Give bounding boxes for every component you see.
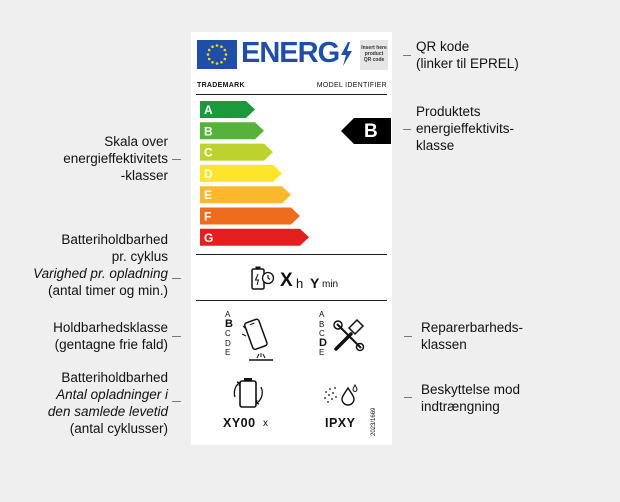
annotation-drop-durability: Holdbarhedsklasse (gentagne frie fald)	[53, 320, 168, 352]
leader-line-qr	[403, 55, 411, 56]
endurance-divider	[196, 300, 387, 301]
trademark-text: TRADEMARK	[197, 82, 245, 89]
class-bar-g	[200, 228, 309, 246]
lightning-icon	[339, 42, 353, 71]
endurance-hours-value: X	[280, 270, 293, 291]
battery-cycles-suffix: x	[263, 418, 268, 429]
class-bar-label-d: D	[204, 167, 213, 181]
header-divider	[196, 94, 387, 95]
battery-cycles-value: XY00	[223, 416, 256, 430]
class-bar-label-c: C	[204, 146, 213, 160]
class-bar-label-a: A	[204, 103, 213, 117]
endurance-minutes-value: Y	[310, 275, 320, 291]
annotation-product-class: Produktets energieffektivits- klasse	[416, 104, 515, 153]
class-bar-label-b: B	[204, 124, 213, 138]
leader-line-product-class	[403, 129, 411, 130]
dust-water-icon	[321, 382, 361, 415]
drop-class-scale: A B C D E	[225, 310, 233, 357]
falling-phone-icon	[239, 314, 275, 369]
ingress-protection-value: IPXY	[325, 416, 356, 430]
annotation-battery-cycles: Batteriholdbarhed Antal opladninger i de…	[47, 370, 168, 436]
leader-line-battery-cycles	[172, 401, 181, 402]
current-class-arrow	[341, 118, 391, 149]
endurance-hours-unit: h	[296, 276, 304, 291]
eu-flag-icon	[197, 40, 237, 69]
repair-class-scale: A B C D E	[319, 310, 327, 357]
class-bar-label-e: E	[204, 188, 212, 202]
battery-clock-icon	[247, 264, 275, 297]
leader-line-battery-endurance	[172, 278, 181, 279]
annotation-repairability: Reparerbarheds- klassen	[421, 320, 524, 352]
leader-line-repairability	[404, 336, 412, 337]
annotation-qr: QR kode (linker til EPREL)	[416, 39, 519, 71]
endurance-minutes-unit: min	[322, 279, 339, 290]
class-bar-b	[200, 122, 264, 140]
class-bar-a	[200, 101, 255, 118]
regulation-number: 2023/1669	[371, 407, 377, 436]
class-bar-f	[200, 207, 300, 225]
scale-divider	[196, 254, 387, 255]
leader-line-drop-durability	[172, 336, 181, 337]
class-bar-label-g: G	[204, 231, 213, 245]
class-bar-label-f: F	[204, 210, 211, 224]
leader-line-scale	[172, 159, 181, 160]
class-bar-c	[200, 143, 273, 161]
leader-line-ingress	[404, 397, 412, 398]
class-bar-d	[200, 164, 282, 182]
class-bar-e	[200, 186, 291, 204]
energy-wordmark: ENERG	[241, 37, 340, 69]
qr-code-placeholder: Insert here product QR code	[360, 40, 388, 70]
annotation-ingress: Beskyttelse mod indtrængning	[421, 382, 521, 414]
battery-cycles-icon	[231, 375, 265, 416]
annotation-battery-endurance: Batteriholdbarhed pr. cyklus Varighed pr…	[33, 232, 168, 298]
energy-label: ENERG Insert here product QR code TRADEM…	[191, 32, 392, 445]
annotation-scale: Skala over energieffektivitets -klasser	[63, 134, 168, 183]
current-class-letter: B	[364, 121, 378, 142]
model-identifier-text: MODEL IDENTIFIER	[316, 82, 387, 89]
repair-tools-icon	[331, 318, 367, 359]
